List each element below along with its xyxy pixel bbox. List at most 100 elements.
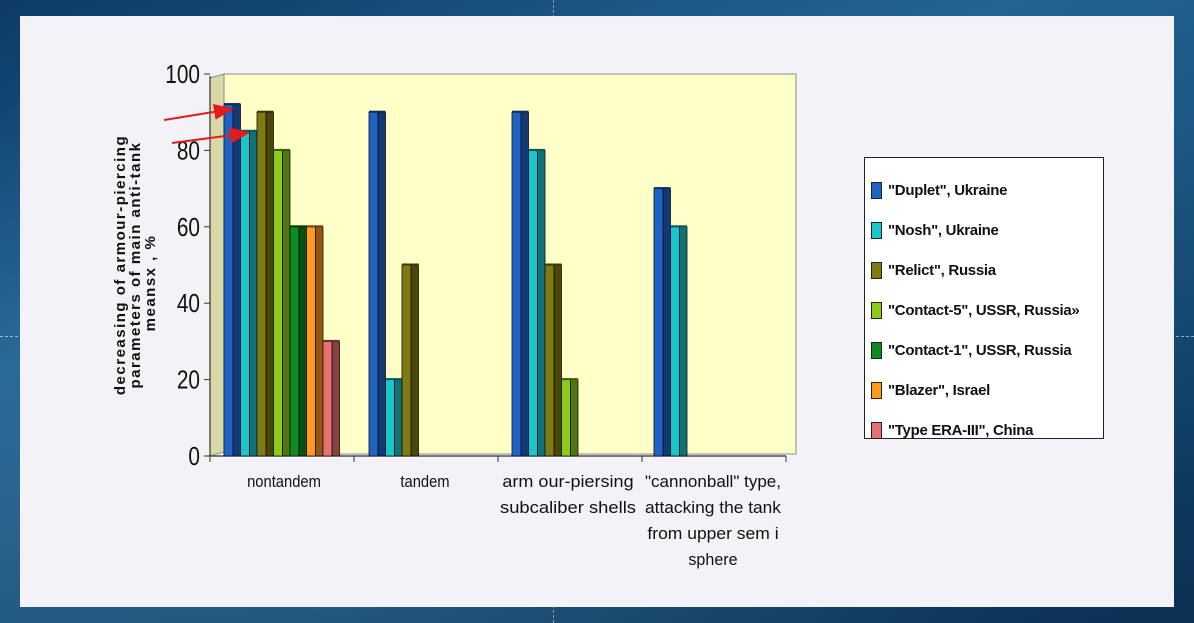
bar-top: [369, 110, 386, 113]
bar-front: [511, 111, 522, 457]
bar-top: [561, 378, 578, 381]
legend-swatch: [871, 381, 882, 399]
legend-item: "Type ERA-III", China: [871, 410, 1103, 450]
y-tick-label: 80: [177, 136, 200, 165]
y-axis-title: decreasing of armour-piercingparameters …: [112, 135, 159, 395]
bar-front: [223, 104, 234, 457]
bar-top: [306, 225, 323, 228]
bar: [511, 110, 529, 457]
y-tick-label: 0: [188, 442, 200, 471]
legend-swatch: [871, 421, 882, 439]
bar-top: [385, 378, 402, 381]
bar-side: [232, 104, 241, 457]
y-tick-label: 40: [177, 289, 200, 318]
bar: [240, 129, 258, 457]
highlight-arrow: [171, 127, 250, 144]
bar-top: [290, 225, 307, 228]
bar: [289, 225, 307, 457]
bar-side: [265, 111, 274, 457]
legend-swatch: [871, 301, 882, 319]
bar-side: [679, 226, 688, 457]
bar-side: [249, 130, 258, 457]
bar-side: [315, 226, 324, 457]
bar: [223, 103, 241, 457]
bar-front: [240, 130, 250, 457]
legend-swatch: [871, 341, 882, 359]
bar-front: [322, 340, 333, 457]
bar-front: [544, 264, 555, 457]
bar-top: [273, 148, 290, 151]
legend-label: "Contact-1", USSR, Russia: [888, 341, 1072, 359]
legend-swatch: [871, 221, 882, 239]
x-tick-label: "cannonball" type, attacking the tank from…: [645, 472, 781, 569]
highlight-arrow: [163, 103, 234, 121]
bar-top: [670, 225, 687, 228]
bar-top: [654, 187, 671, 190]
bar-front: [561, 379, 571, 457]
y-tick-label: 100: [165, 60, 200, 89]
bar-side: [662, 188, 671, 457]
bar: [385, 378, 403, 457]
bar-side: [570, 379, 579, 457]
legend-item: "Nosh", Ukraine: [871, 210, 1103, 250]
x-tick-label: tandem: [400, 472, 449, 491]
bar-side: [394, 379, 403, 457]
bar-front: [368, 111, 379, 457]
bar-top: [545, 263, 562, 266]
bar-front: [306, 226, 316, 457]
bar-front: [528, 149, 538, 457]
bar-front: [289, 226, 300, 457]
bar: [401, 263, 419, 457]
legend-swatch: [871, 261, 882, 279]
legend-label: "Relict", Russia: [888, 261, 996, 279]
bar-front: [256, 111, 267, 457]
bar-top: [224, 103, 241, 106]
bar-side: [331, 340, 340, 457]
legend-label: "Blazer", Israel: [888, 381, 990, 399]
legend-item: "Blazer", Israel: [871, 370, 1103, 410]
legend-item: "Duplet", Ukraine: [871, 170, 1103, 210]
bar-top: [402, 263, 419, 266]
bar-front: [670, 226, 680, 457]
bar-side: [410, 264, 419, 457]
bar-top: [323, 339, 340, 342]
legend-label: "Type ERA-III", China: [888, 421, 1034, 439]
bar: [670, 225, 688, 457]
bar-front: [273, 149, 283, 457]
bar: [561, 378, 579, 457]
bar: [528, 148, 546, 457]
bar-top: [512, 110, 529, 113]
x-tick-label: arm our-piersing subcaliber shells: [500, 472, 636, 517]
legend-label: "Duplet", Ukraine: [888, 181, 1008, 199]
y-tick-label: 20: [177, 365, 200, 394]
legend-label: "Contact-5", USSR, Russia»: [888, 301, 1080, 319]
chart-legend: "Duplet", Ukraine "Nosh", Ukraine "Relict"…: [864, 157, 1104, 439]
bar-top: [257, 110, 274, 113]
legend-label: "Nosh", Ukraine: [888, 221, 999, 239]
bar-top: [528, 148, 545, 151]
bar-top: [240, 129, 257, 132]
bar: [273, 148, 291, 457]
legend-item: "Contact-1", USSR, Russia: [871, 330, 1103, 370]
plot-side-wall: [209, 73, 225, 457]
bar-front: [385, 379, 395, 457]
bar-side: [537, 149, 546, 457]
bar: [256, 110, 274, 457]
x-tick-label: nontandem: [247, 472, 321, 491]
bar-side: [553, 264, 562, 457]
bar: [544, 263, 562, 457]
bar-side: [377, 111, 386, 457]
bar-side: [298, 226, 307, 457]
legend-item: "Relict", Russia: [871, 250, 1103, 290]
bar-front: [401, 264, 412, 457]
y-tick-label: 60: [177, 213, 200, 242]
legend-swatch: [871, 181, 882, 199]
bar-side: [520, 111, 529, 457]
bar: [368, 110, 386, 457]
bar-side: [282, 149, 291, 457]
bar: [306, 225, 324, 457]
bar: [653, 187, 671, 457]
bar-front: [653, 188, 664, 457]
legend-item: "Contact-5", USSR, Russia»: [871, 290, 1103, 330]
